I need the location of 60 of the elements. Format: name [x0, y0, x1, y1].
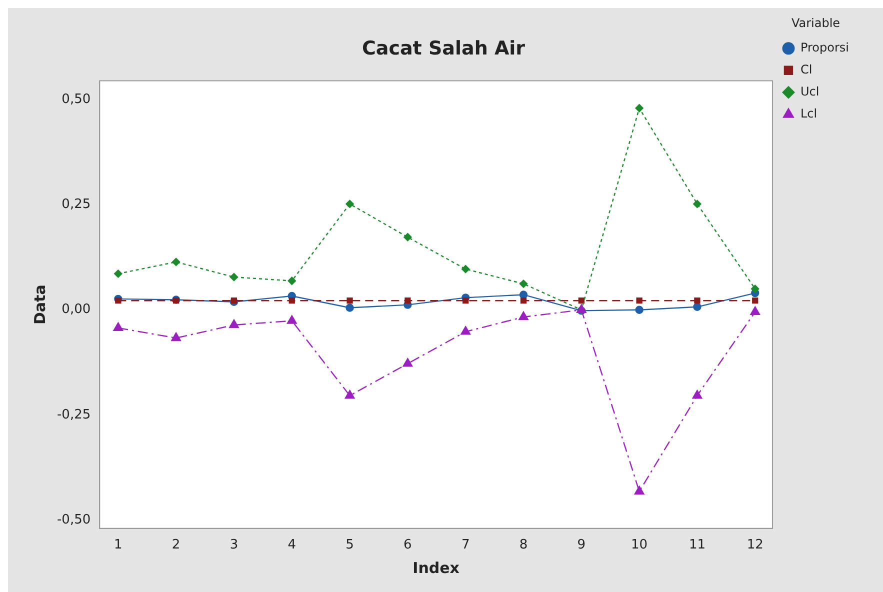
x-tick-label: 2: [172, 538, 180, 553]
point: [114, 270, 122, 278]
point: [344, 390, 355, 399]
point: [462, 298, 469, 304]
point: [346, 298, 353, 304]
y-tick-label: 0,00: [62, 302, 91, 318]
y-tick-label: -0,25: [56, 407, 91, 422]
legend-title: Variable: [791, 16, 840, 30]
point: [692, 390, 702, 399]
x-tick-label: 4: [288, 538, 296, 553]
x-tick-label: 11: [688, 538, 706, 553]
point: [404, 298, 411, 304]
point: [288, 276, 296, 285]
point: [519, 280, 528, 288]
y-tick-label: -0,50: [56, 512, 91, 528]
x-tick-label: 7: [461, 538, 470, 553]
point: [288, 298, 295, 304]
x-tick-label: 10: [631, 538, 648, 553]
point: [694, 298, 700, 304]
point: [750, 306, 760, 316]
point: [693, 200, 702, 208]
legend-label: Ucl: [800, 84, 820, 99]
point: [346, 200, 354, 208]
point: [634, 486, 644, 495]
point: [635, 306, 644, 314]
point: [578, 298, 584, 304]
y-axis-title: Data: [30, 284, 49, 325]
point: [172, 258, 180, 266]
point: [751, 284, 760, 293]
y-tick-label: 0,50: [62, 92, 91, 108]
point: [113, 322, 124, 332]
point: [229, 319, 239, 328]
x-tick-label: 9: [577, 538, 586, 553]
x-tick-label: 12: [746, 538, 764, 553]
point: [635, 104, 644, 112]
point: [693, 302, 702, 312]
x-tick-label: 6: [404, 538, 412, 553]
point: [286, 315, 297, 324]
y-tick-label: 0,25: [62, 197, 91, 212]
x-tick-label: 1: [114, 538, 122, 553]
x-tick-label: 5: [346, 538, 354, 553]
point: [404, 233, 412, 242]
point: [115, 298, 122, 304]
x-tick-label: 8: [519, 538, 528, 553]
point: [518, 311, 528, 320]
legend-label: Proporsi: [800, 40, 849, 55]
point: [171, 332, 181, 342]
point: [461, 264, 470, 274]
legend-label: Cl: [800, 62, 812, 77]
point: [460, 326, 471, 335]
x-tick-label: 3: [230, 538, 238, 553]
point: [346, 304, 354, 312]
point: [636, 298, 642, 304]
point: [402, 358, 413, 367]
point: [230, 272, 238, 282]
x-axis-title: Index: [412, 558, 460, 577]
chart-title: Cacat Salah Air: [362, 37, 526, 60]
point: [520, 298, 527, 304]
point: [752, 298, 758, 304]
legend-label: Lcl: [800, 106, 818, 121]
